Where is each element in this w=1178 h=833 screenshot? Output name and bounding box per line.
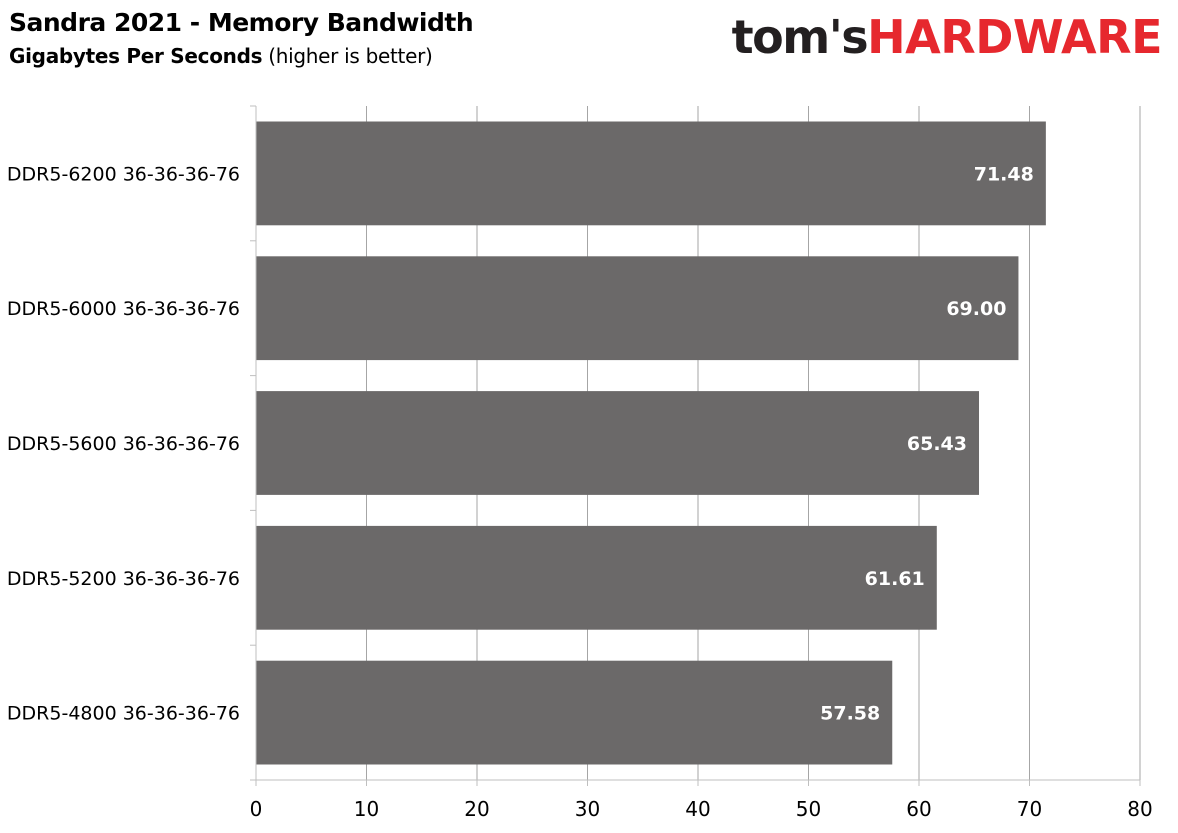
- category-label-1: DDR5-6000 36-36-36-76: [7, 298, 240, 320]
- value-label-0: 71.48: [974, 163, 1034, 185]
- chart-subtitle: Gigabytes Per Seconds (higher is better): [9, 44, 433, 68]
- bar-3: [256, 525, 937, 630]
- value-label-3: 61.61: [865, 568, 925, 590]
- category-label-3: DDR5-5200 36-36-36-76: [7, 568, 240, 590]
- category-label-0: DDR5-6200 36-36-36-76: [7, 163, 240, 185]
- bar-0: [256, 121, 1046, 226]
- chart-title: Sandra 2021 - Memory Bandwidth: [9, 8, 474, 37]
- category-label-2: DDR5-5600 36-36-36-76: [7, 433, 240, 455]
- subtitle-rest: (higher is better): [262, 44, 433, 68]
- subtitle-bold: Gigabytes Per Seconds: [9, 44, 263, 68]
- logo-part1: tom's: [731, 10, 869, 64]
- x-tick-label-6: 60: [906, 797, 931, 821]
- x-tick-label-5: 50: [796, 797, 821, 821]
- bar-4: [256, 660, 893, 765]
- value-label-1: 69.00: [946, 298, 1006, 320]
- toms-hardware-logo: tom'sHARDWARE: [731, 10, 1163, 64]
- value-label-4: 57.58: [820, 703, 880, 725]
- x-tick-label-0: 0: [250, 797, 263, 821]
- logo-part2: HARDWARE: [867, 10, 1162, 64]
- x-tick-label-7: 70: [1017, 797, 1042, 821]
- x-tick-label-3: 30: [575, 797, 600, 821]
- value-label-2: 65.43: [907, 433, 967, 455]
- bar-2: [256, 391, 980, 495]
- x-tick-label-2: 20: [464, 797, 489, 821]
- x-tick-label-8: 80: [1127, 797, 1152, 821]
- category-label-4: DDR5-4800 36-36-36-76: [7, 703, 240, 725]
- bar-1: [256, 256, 1019, 361]
- x-tick-label-4: 40: [685, 797, 710, 821]
- x-tick-label-1: 10: [354, 797, 379, 821]
